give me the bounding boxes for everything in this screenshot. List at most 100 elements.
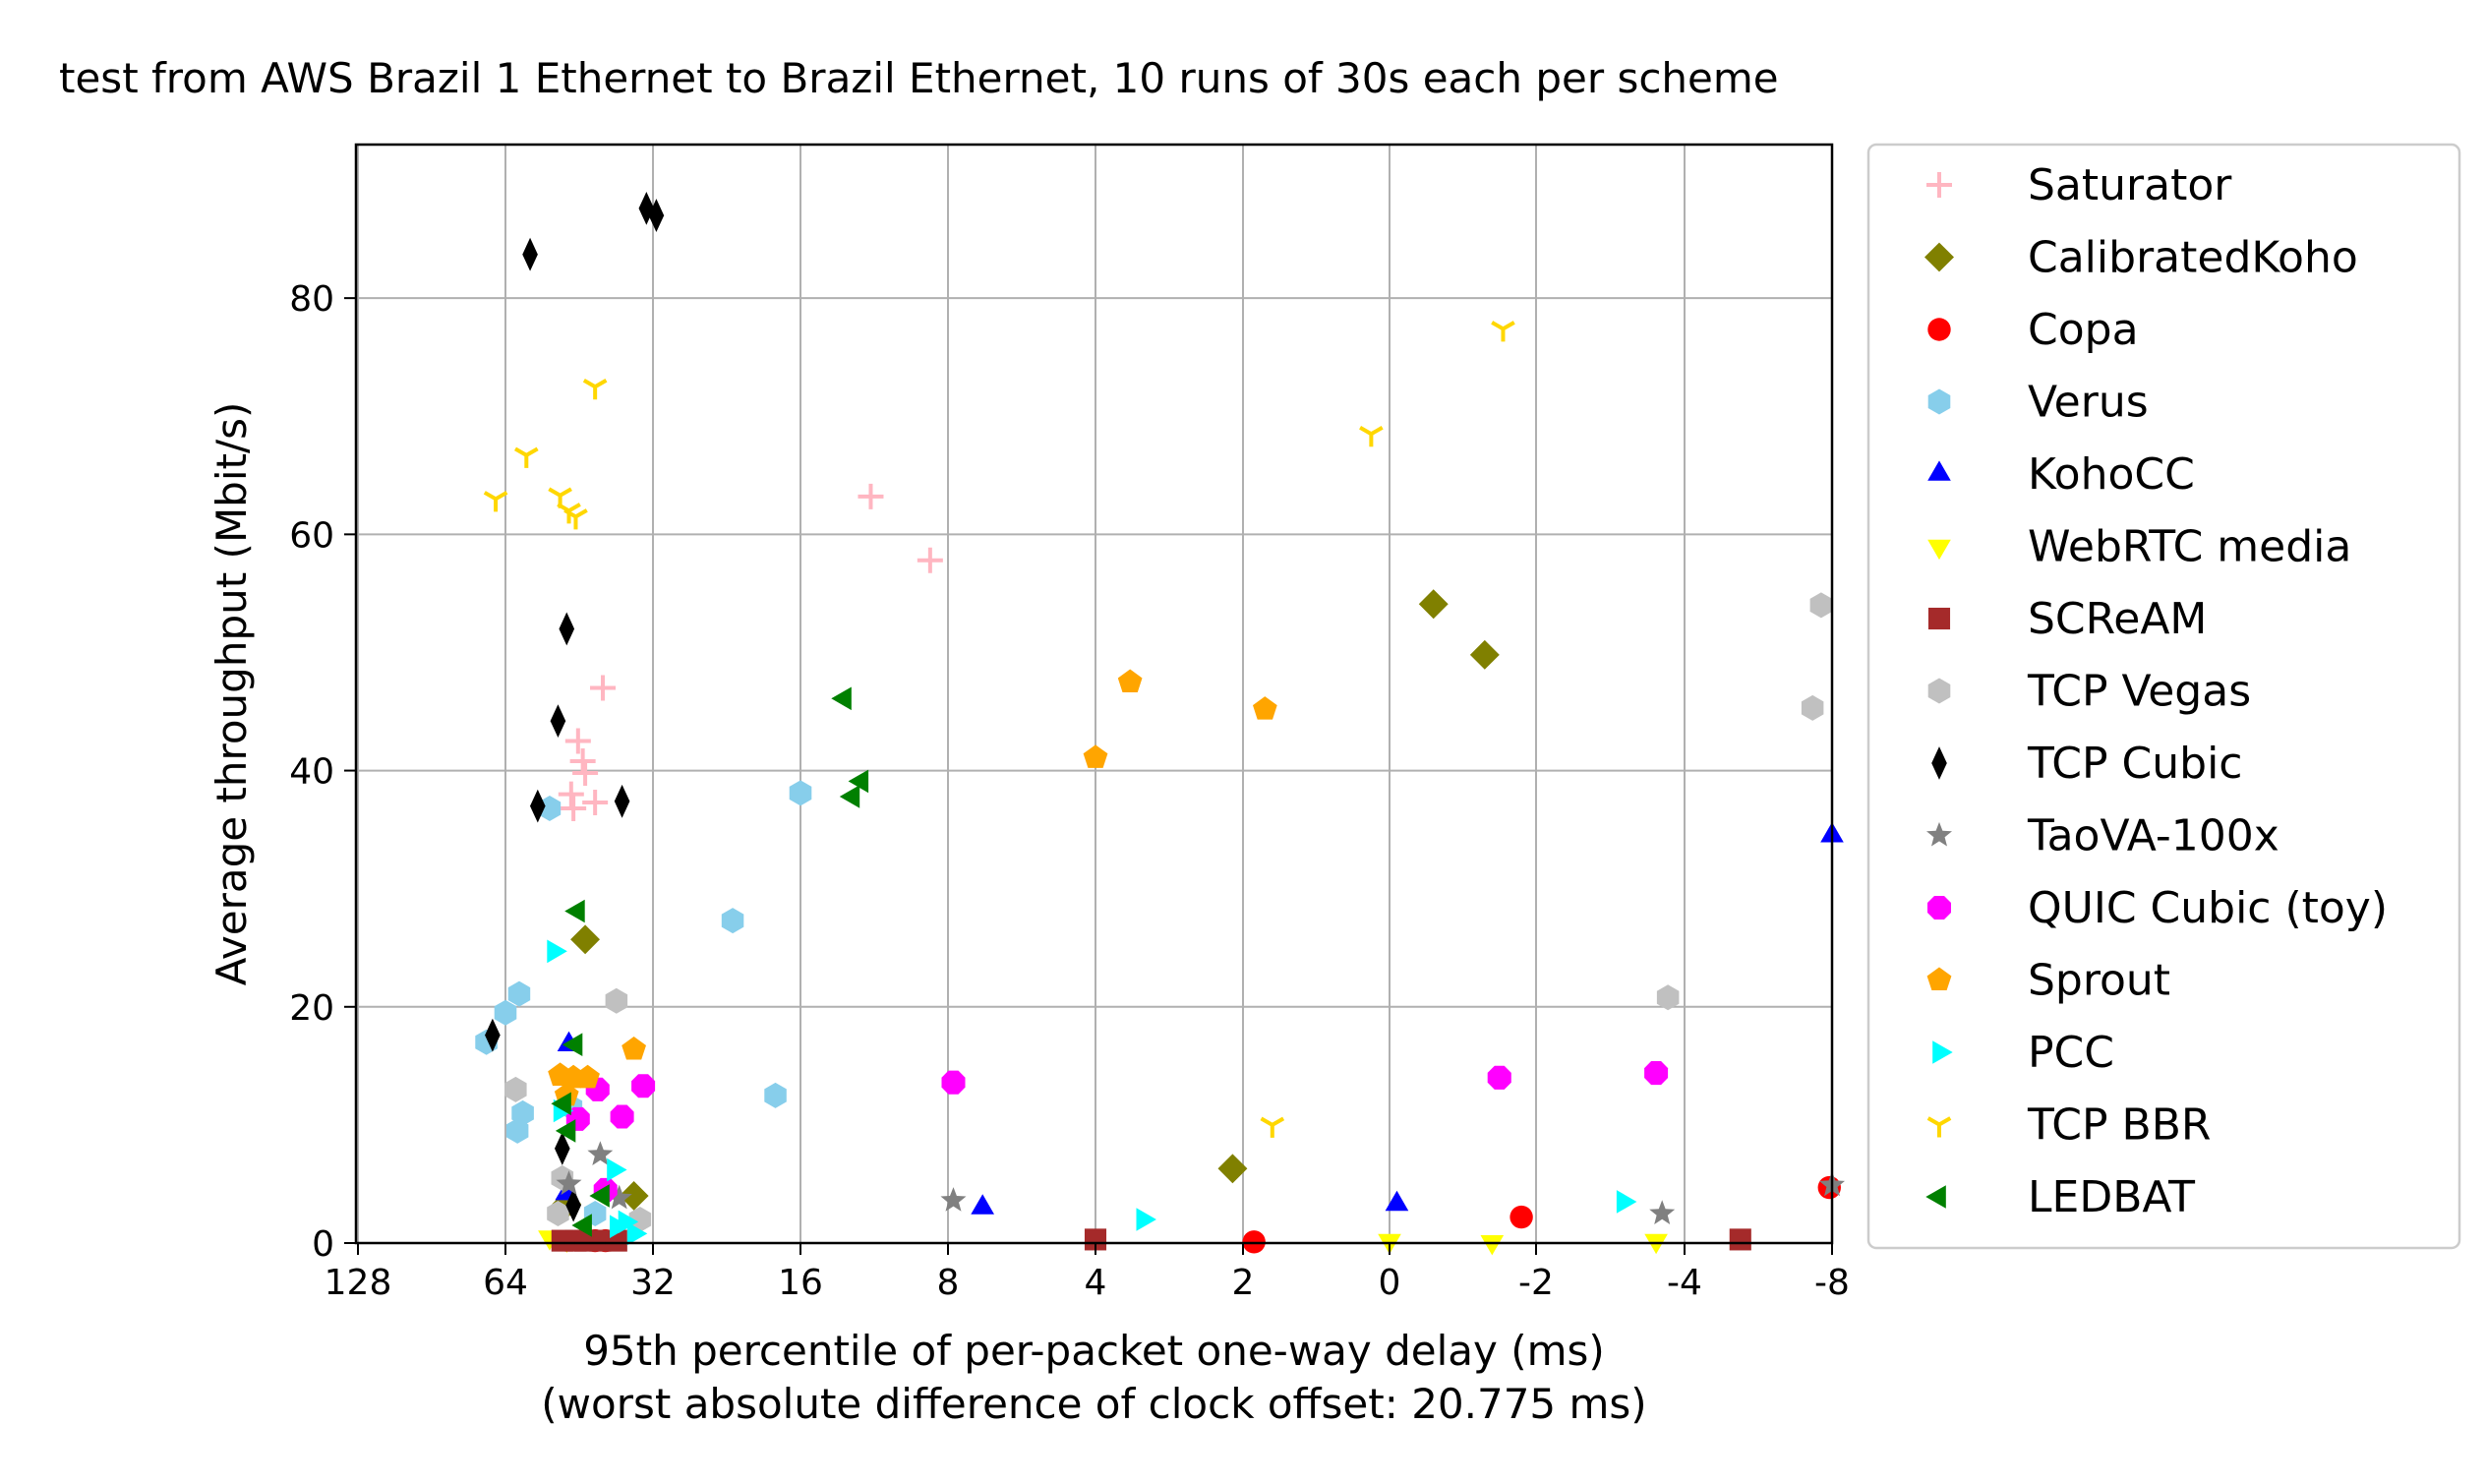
data-point [550,704,566,739]
data-point [483,491,508,512]
x-tick-label: -2 [1518,1263,1554,1303]
legend-marker [1927,539,1951,561]
data-point [1480,1235,1505,1256]
data-point [561,796,587,822]
data-point [1656,984,1680,1011]
series-pcc [547,939,1637,1246]
legend-marker [1931,746,1947,780]
series-tcp-cubic [485,191,665,1222]
series-verus [475,780,812,1226]
data-point [547,939,567,964]
legend-box [1866,143,2461,1250]
series-calibratedkoho [552,589,1500,1219]
data-point [614,784,630,818]
data-point [1729,1228,1751,1251]
data-point [1644,1061,1669,1086]
data-point [789,780,812,806]
x-tick-label: 4 [1085,1263,1107,1303]
series-tcp-bbr [483,321,1515,1138]
x-tick-label: -8 [1814,1263,1850,1303]
data-point [1487,1065,1511,1090]
x-axis-sublabel: (worst absolute difference of clock offs… [541,1380,1646,1428]
legend-marker [1932,1040,1953,1064]
data-point [619,1181,649,1211]
legend-marker [1927,318,1951,341]
data-point [551,1092,571,1116]
data-point [1385,1190,1409,1212]
data-point [529,789,546,823]
legend: Saturator CalibratedKoho Copa Verus KohoCC We… [1866,143,2461,1250]
data-point [572,759,599,786]
x-tick-label: 64 [483,1263,528,1303]
x-tick-label: 2 [1232,1263,1255,1303]
y-tick-label: 20 [289,988,334,1029]
data-point [1253,696,1277,720]
legend-label: Copa [2028,305,2139,355]
data-point [1217,1154,1248,1184]
legend-marker [1927,460,1951,481]
legend-marker [1925,1185,1946,1209]
data-points [475,191,1845,1256]
data-point [522,237,538,271]
data-point [1801,694,1824,721]
legend-label: LEDBAT [2028,1172,2195,1222]
y-axis-label: Average throughput (Mbit/s) [207,402,256,986]
y-tick-label: 80 [289,279,334,320]
data-point [839,785,860,808]
data-point [858,483,884,509]
x-tick-label: 0 [1379,1263,1401,1303]
series-saturator [558,483,943,822]
data-point [559,612,575,646]
data-point [848,769,869,794]
data-point [1469,639,1500,670]
data-point [565,1188,581,1222]
data-point [505,1117,529,1144]
data-point [582,378,608,400]
legend-label: TCP Vegas [2027,667,2251,717]
data-point [564,899,585,923]
data-point [1616,1190,1637,1214]
data-point [556,1170,582,1195]
x-tick-label: 16 [778,1263,823,1303]
data-point [605,987,628,1014]
data-point [485,1018,501,1052]
data-point [1491,321,1515,342]
data-point [1359,426,1384,447]
series-kohocc [555,822,1844,1215]
data-point [1509,1205,1533,1229]
legend-marker [1927,607,1951,630]
legend-label: WebRTC media [2028,522,2351,572]
data-point [628,1207,652,1232]
data-point [564,728,591,754]
legend-label: PCC [2028,1028,2114,1078]
legend-label: Saturator [2028,160,2232,210]
data-point [831,686,852,711]
data-point [1083,744,1108,768]
data-point [575,1064,600,1089]
data-point [764,1082,787,1108]
data-point [507,980,531,1007]
data-point [648,199,665,232]
legend-label: QUIC Cubic (toy) [2028,883,2388,933]
legend-marker [1927,678,1951,704]
data-point [571,1214,592,1237]
legend-label: SCReAM [2028,594,2207,644]
data-point [1809,592,1833,619]
data-point [1084,1228,1107,1251]
data-point [554,1132,570,1165]
data-point [1649,1200,1676,1224]
legend-marker [1926,1116,1952,1138]
legend-label: TCP Cubic [2027,739,2243,789]
series-scream [551,1228,1751,1252]
series-taova-100x [556,1141,1845,1224]
data-point [570,924,600,955]
series-tcp-vegas [504,592,1833,1232]
data-point [721,908,744,934]
legend-marker [1926,172,1952,198]
data-point [940,1187,967,1212]
data-point [538,796,562,821]
data-point [558,781,584,807]
data-point [587,1141,614,1165]
y-tick-label: 0 [312,1224,334,1265]
